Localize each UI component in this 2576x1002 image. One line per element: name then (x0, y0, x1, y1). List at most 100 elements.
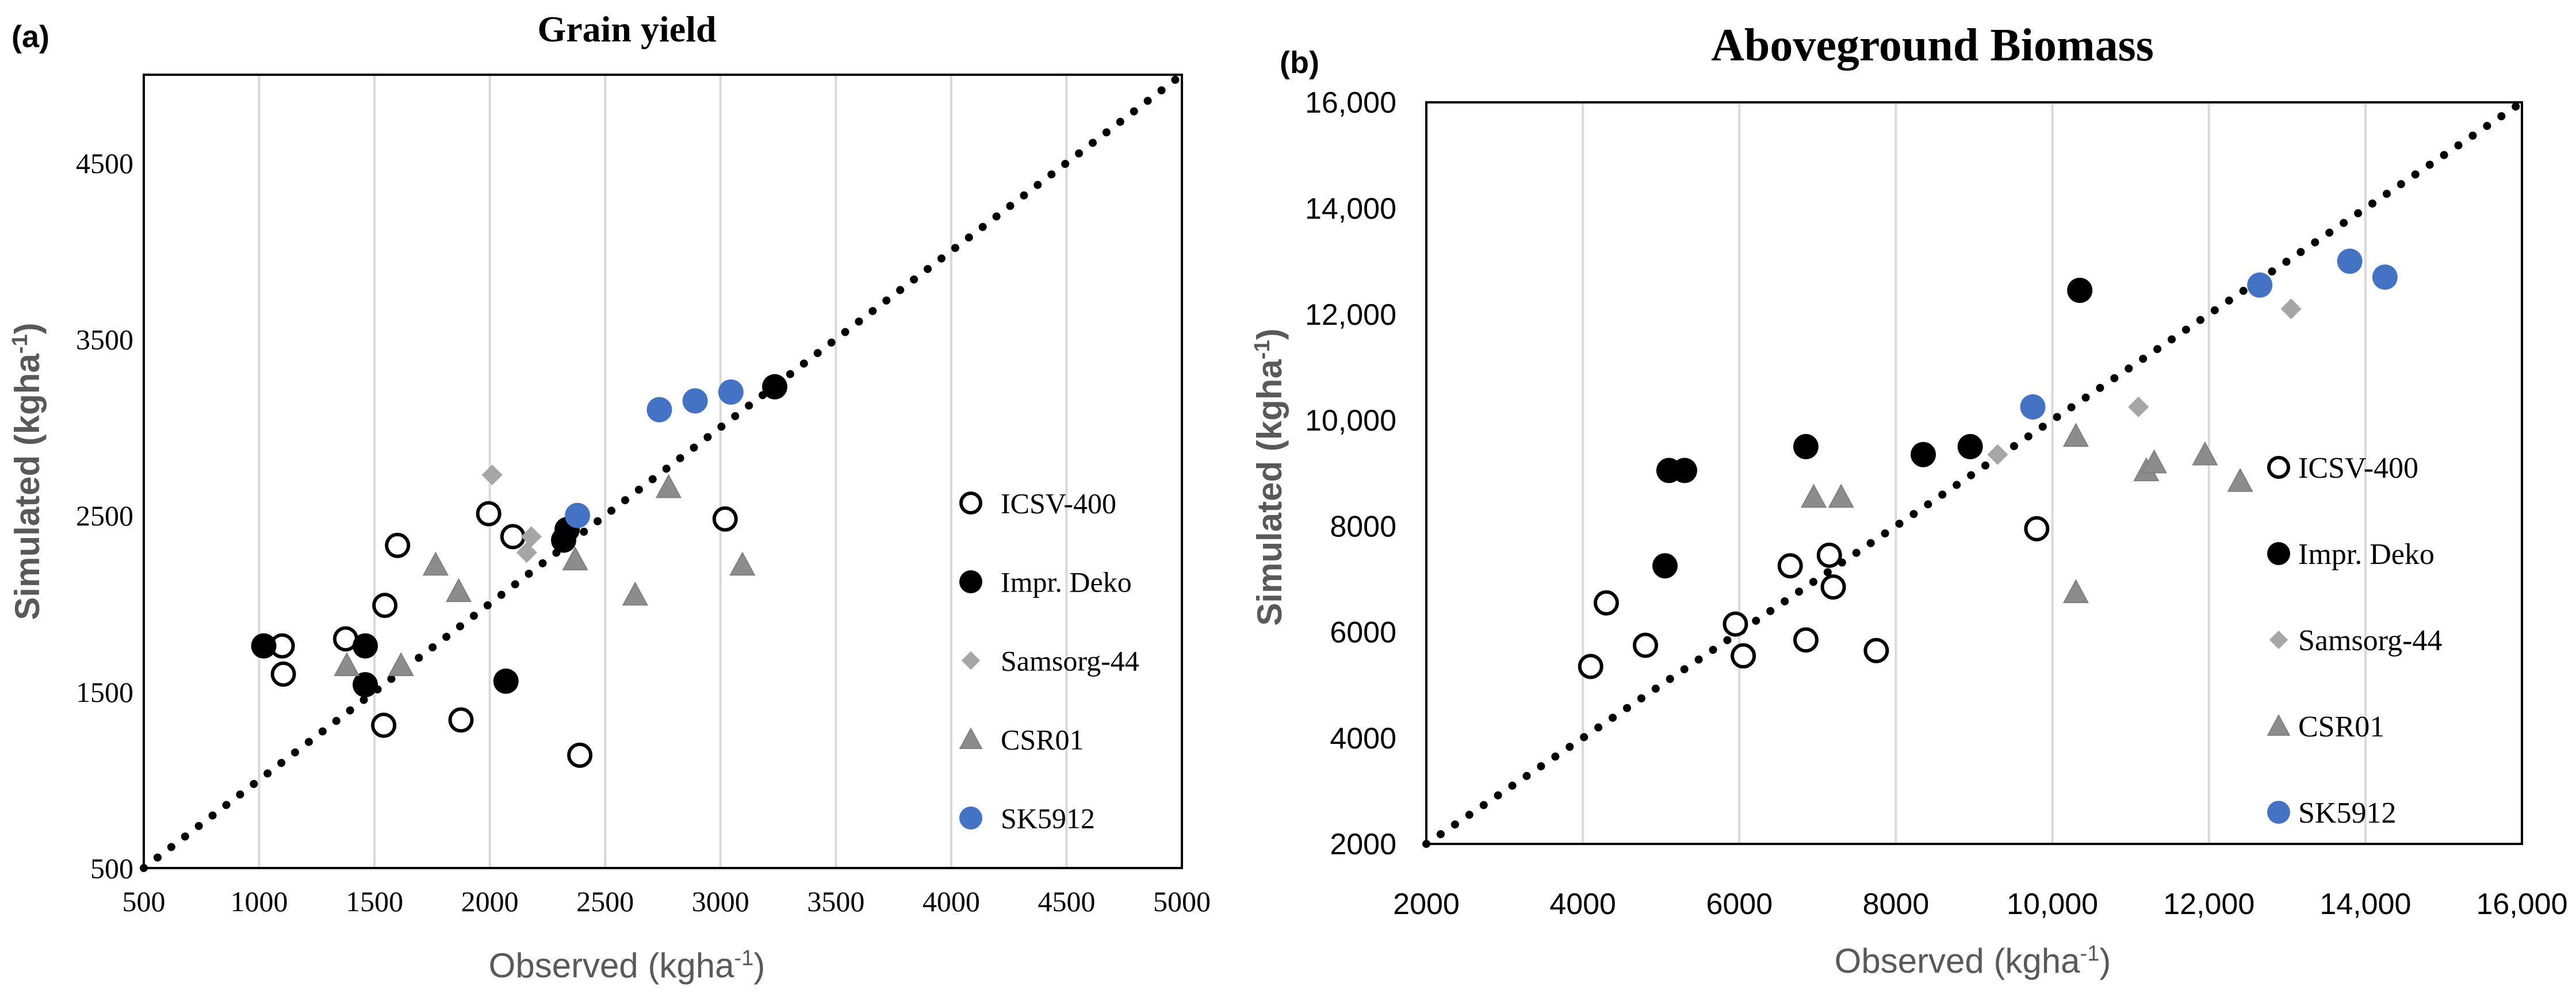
panel-b-point-icsv-400 (1820, 574, 1846, 600)
panel-a-point-impr-deko (493, 668, 519, 694)
panel-a-legend-label-samsorg-44: Samsorg-44 (1001, 645, 1139, 677)
panel-b-x-tick-label: 4000 (1549, 888, 1616, 921)
panel-a-point-csr01 (729, 551, 756, 576)
panel-a-y-tick-label: 500 (90, 853, 133, 885)
panel-b-grid (1582, 102, 2367, 844)
panel-a-x-tick-label: 500 (123, 885, 166, 917)
panel-a-y-tick-label: 4500 (76, 147, 133, 179)
panel-a-y-tick-label: 1500 (76, 676, 133, 708)
panel-a-point-samsorg-44 (481, 464, 503, 486)
panel-b-y-tick-label: 12,000 (1305, 298, 1396, 332)
panel-b-legend-label-sk5912: SK5912 (2298, 797, 2396, 830)
panel-b-point-sk5912 (2020, 394, 2046, 420)
panel-a-point-impr-deko (251, 633, 277, 659)
panel-a-x-tick-labels: 500 1000 1500 2000 2500 3000 3500 4000 4500 5000 (123, 885, 1211, 917)
panel-a-one-to-one-line (140, 71, 1186, 872)
panel-b-y-tick-labels: 2000 4000 6000 8000 10,000 12,000 14,000 16,000 (1305, 86, 1396, 861)
panel-b-point-icsv-400 (1723, 611, 1748, 637)
panel-a-y-tick-label: 2500 (76, 500, 133, 532)
panel-a-point-csr01 (622, 581, 648, 606)
panel-a-point-icsv-400 (500, 524, 526, 550)
panel-a-plot-frame (143, 74, 1183, 869)
panel-a-legend-marker-sk5912 (959, 807, 982, 830)
panel-b-point-csr01 (2192, 441, 2218, 466)
panel-b-point-sk5912 (2337, 248, 2363, 274)
panel-a-point-csr01 (422, 551, 449, 576)
panel-b-y-tick-label: 10,000 (1305, 404, 1396, 437)
panel-b-x-axis-label-text: Observed (kgha (1835, 942, 2081, 980)
panel-b-point-csr01 (2062, 579, 2089, 604)
panel-a-point-csr01 (388, 652, 414, 677)
panel-a-point-csr01 (445, 578, 472, 602)
panel-b-legend-label-icsv-400: ICSV-400 (2298, 452, 2418, 485)
panel-b-point-csr01 (2141, 449, 2168, 474)
panel-a-x-axis-label-superscript: -1 (734, 946, 754, 970)
panel-b-plot-frame (1425, 101, 2523, 845)
panel-a-legend-marker-impr-deko (959, 570, 982, 593)
panel-a-x-tick-label: 2500 (576, 885, 634, 917)
panel-a-point-impr-deko (353, 672, 378, 698)
panel-b-legend: ICSV-400 Impr. Deko Samsorg-44 CSR01 SK5912 (2267, 452, 2442, 830)
panel-b-legend-label-samsorg-44: Samsorg-44 (2298, 624, 2442, 657)
panel-b-x-tick-label: 6000 (1706, 888, 1773, 921)
panel-a-y-axis-label-superscript: -1 (8, 334, 32, 354)
panel-b-y-tick-label: 4000 (1330, 722, 1396, 755)
panel-b-point-impr-deko (1672, 458, 1698, 483)
panel-a-point-impr-deko (353, 633, 378, 659)
panel-a-point-sk5912 (682, 388, 708, 414)
panel-b-legend-marker-csr01 (2267, 714, 2291, 736)
panel-b-legend-marker-sk5912 (2267, 801, 2290, 824)
panel-b-x-tick-label: 2000 (1393, 888, 1460, 921)
panel-a-x-tick-label: 3000 (692, 885, 749, 917)
panel-b-point-csr01 (1800, 483, 1827, 508)
panel-b-point-icsv-400 (1578, 654, 1603, 679)
panel-b-point-icsv-400 (1863, 638, 1889, 663)
panel-b-point-csr01 (2062, 423, 2089, 447)
panel-b-y-axis-label: Simulated (kgha-1) (1250, 328, 1289, 625)
panel-b-y-axis-label-text: Simulated (kgha (1250, 359, 1289, 626)
panel-b-legend-marker-samsorg-44 (2269, 630, 2288, 650)
panel-a-x-tick-label: 1000 (231, 885, 288, 917)
panel-b-y-tick-label: 8000 (1330, 510, 1396, 543)
panel-a-legend-label-csr01: CSR01 (1001, 724, 1084, 756)
panel-a-legend-label-icsv-400: ICSV-400 (1001, 487, 1116, 520)
panel-b-point-icsv-400 (1793, 627, 1819, 653)
panel-a-point-icsv-400 (712, 506, 738, 532)
panel-b-legend-label-csr01: CSR01 (2298, 711, 2384, 743)
panel-a-point-sk5912 (646, 397, 672, 423)
panel-b-legend-label-impr-deko: Impr. Deko (2298, 538, 2435, 571)
panel-a-point-impr-deko (762, 374, 788, 400)
panel-a-point-samsorg-44 (516, 542, 537, 563)
panel-b-aboveground-biomass: (b) Aboveground Biomass 2000 4000 6000 8000… (1250, 20, 2568, 980)
panel-b-point-sk5912 (2372, 264, 2398, 290)
panel-b-point-samsorg-44 (2128, 396, 2149, 417)
panel-a-point-icsv-400 (372, 593, 398, 619)
panel-a-y-axis-label: Simulated (kgha-1) (8, 323, 47, 620)
panel-b-title: Aboveground Biomass (1711, 20, 2154, 71)
panel-b-x-axis-label-superscript: -1 (2080, 942, 2100, 966)
panel-b-x-axis-label: Observed (kgha-1) (1835, 942, 2111, 980)
panel-a-point-icsv-400 (476, 501, 502, 527)
panel-a-legend-marker-icsv-400 (959, 492, 982, 515)
panel-a-legend: ICSV-400 Impr. Deko Samsorg-44 CSR01 SK5912 (959, 487, 1139, 835)
panel-a-point-icsv-400 (448, 707, 474, 733)
panel-a-point-csr01 (334, 652, 360, 677)
panel-a-point-icsv-400 (270, 661, 296, 687)
panel-a-y-tick-label: 3500 (76, 324, 133, 356)
panel-a-x-tick-label: 1500 (346, 885, 403, 917)
panel-a-legend-marker-csr01 (959, 727, 983, 749)
panel-a-point-sk5912 (718, 379, 744, 405)
panel-a-point-csr01 (655, 474, 682, 498)
panel-b-label: (b) (1280, 45, 1319, 80)
panel-b-x-tick-label: 12,000 (2163, 888, 2255, 921)
panel-b-point-impr-deko (2067, 278, 2093, 304)
panel-a-point-sk5912 (565, 502, 591, 528)
panel-a-grain-yield: (a) Grain yield 500 1000 1500 2000 2500 3000 3… (8, 9, 1211, 985)
panel-b-x-tick-label: 10,000 (2007, 888, 2098, 921)
panel-b-x-tick-label: 8000 (1863, 888, 1930, 921)
panel-a-label: (a) (12, 20, 49, 54)
panel-a-x-tick-label: 4500 (1038, 885, 1095, 917)
panel-a-y-tick-labels: 500 1500 2500 3500 4500 (76, 147, 133, 885)
